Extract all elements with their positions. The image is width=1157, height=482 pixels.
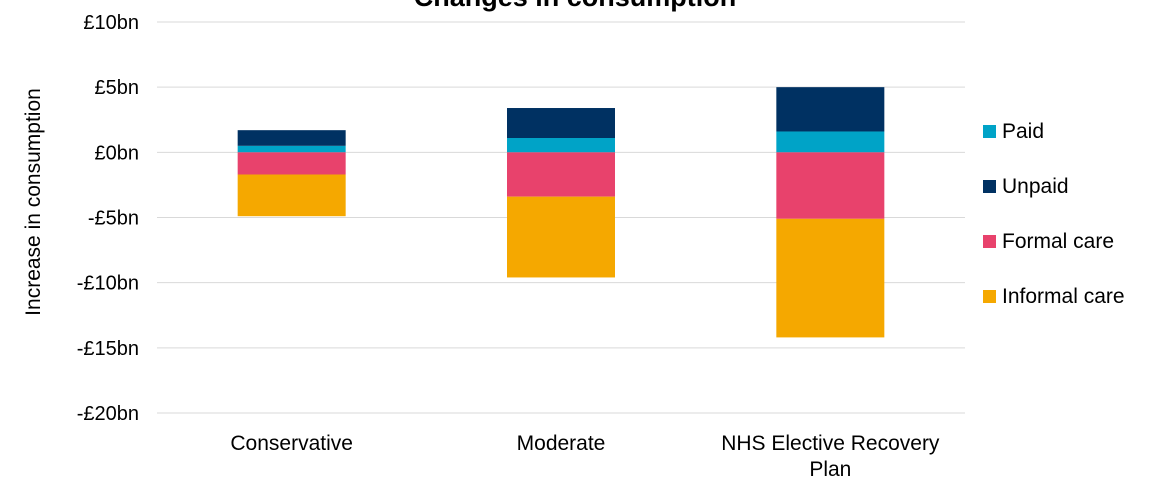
chart-title: Changes in consumption — [414, 0, 737, 12]
x-tick-labels: Conservative Moderate NHS Elective Recover… — [230, 432, 940, 481]
y-tick-label: £0bn — [95, 142, 140, 164]
legend-item-formal-care: Formal care — [983, 214, 1125, 269]
bar-segment — [507, 152, 615, 197]
y-tick-label: £5bn — [95, 77, 140, 99]
legend-label-informal-care: Informal care — [1002, 284, 1125, 308]
legend-label-paid: Paid — [1002, 119, 1045, 143]
legend-swatch-paid — [983, 125, 996, 138]
y-tick-label: -£5bn — [88, 208, 139, 230]
legend-label-formal-care: Formal care — [1002, 229, 1115, 253]
legend-swatch-formal-care — [983, 235, 996, 248]
x-tick-label: Conservative — [230, 432, 353, 455]
y-tick-label: -£20bn — [77, 403, 139, 425]
legend-item-informal-care: Informal care — [983, 269, 1125, 324]
legend-item-paid: Paid — [983, 104, 1125, 159]
y-axis-label: Increase in consumption — [22, 88, 45, 316]
bar-segment — [507, 137, 615, 153]
bar-segment — [237, 145, 346, 153]
x-tick-label: Moderate — [517, 432, 606, 455]
bar-segment — [776, 87, 885, 132]
legend-item-unpaid: Unpaid — [983, 159, 1125, 214]
legend-label-unpaid: Unpaid — [1002, 174, 1069, 198]
bar-segment — [776, 131, 885, 153]
legend-swatch-informal-care — [983, 290, 996, 303]
y-tick-labels: £10bn £5bn £0bn -£5bn -£10bn -£15bn -£20bn — [77, 12, 139, 425]
bar-segment — [776, 152, 885, 219]
y-tick-label: -£15bn — [77, 338, 139, 360]
y-tick-label: £10bn — [83, 12, 139, 34]
bar-segment — [237, 174, 346, 217]
legend-swatch-unpaid — [983, 180, 996, 193]
y-tick-label: -£10bn — [77, 273, 139, 295]
bars — [237, 87, 885, 338]
bar-segment — [237, 152, 346, 175]
bar-segment — [776, 218, 885, 338]
legend: Paid Unpaid Formal care Informal care — [983, 104, 1125, 324]
bar-segment — [507, 196, 615, 278]
bar-segment — [507, 108, 615, 138]
bar-segment — [237, 130, 346, 146]
x-tick-label: NHS Elective Recovery Plan — [721, 432, 940, 481]
